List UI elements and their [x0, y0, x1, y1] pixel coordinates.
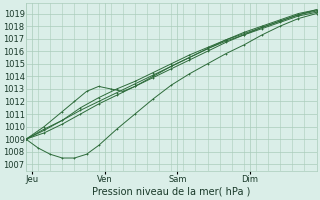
X-axis label: Pression niveau de la mer( hPa ): Pression niveau de la mer( hPa ): [92, 187, 251, 197]
